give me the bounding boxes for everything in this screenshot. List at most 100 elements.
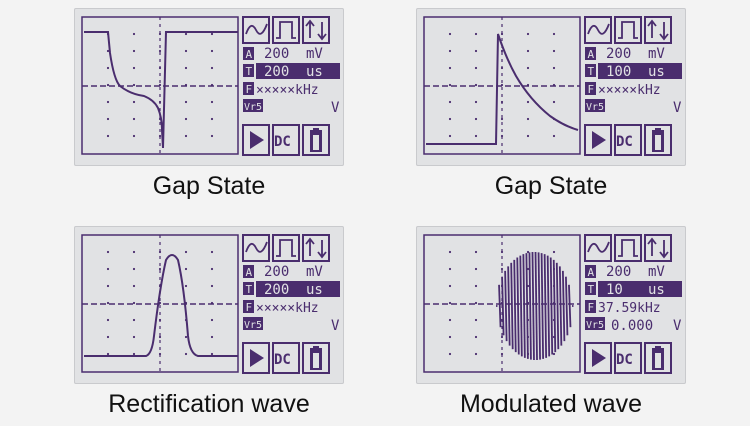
waveform-trace [84,254,238,357]
frequency-readout: ×××××kHz [256,301,319,316]
panel-caption: Modulated wave [459,390,643,418]
sine-icon[interactable] [584,16,612,44]
burst-line [543,254,548,358]
sine-icon[interactable] [242,234,270,262]
volts-value: 200 [264,46,289,62]
coupling-label: DC [274,134,291,150]
square-icon[interactable] [614,234,642,262]
channel-t-badge [243,282,254,295]
channel-f-badge [243,300,254,313]
channel-t-letter: T [588,65,595,78]
volts-value: 200 [264,264,289,280]
square-icon[interactable] [272,234,300,262]
burst-line [516,257,520,355]
coupling-label: DC [616,134,633,150]
trigger-updown-icon[interactable] [302,234,330,262]
lcd-display: A 200 mV T 100 us F ×××××kHz Vr5 V [423,16,682,156]
battery-button[interactable] [302,124,330,156]
play-icon [250,349,264,367]
coupling-button[interactable] [614,124,642,156]
sine-icon[interactable] [242,16,270,44]
vrms-label: Vr5 [244,320,262,331]
channel-t-badge [585,64,596,77]
burst-line [522,254,526,358]
panel-caption: Gap State [152,172,266,200]
burst-line [507,266,511,346]
waveform-trace [84,31,238,149]
square-icon[interactable] [614,16,642,44]
timebase-value: 200 [264,64,289,80]
vrms-value: 0.000 [611,318,653,334]
burst-line [549,257,554,355]
battery-button[interactable] [302,342,330,374]
volts-unit: mV [648,264,665,280]
lcd-display: A 200 mV T 10 us F 37.59kHz Vr5 0.000 V [423,234,682,374]
vrms-badge [243,317,263,330]
burst-line [558,266,563,346]
vrms-label: Vr5 [244,102,262,113]
burst-line [513,259,517,353]
timebase-highlight[interactable] [256,281,340,297]
play-button[interactable] [242,342,270,374]
timebase-highlight[interactable] [598,63,682,79]
play-button[interactable] [242,124,270,156]
sine-icon[interactable] [584,234,612,262]
coupling-label: DC [274,352,291,368]
waveform-grid [424,17,580,154]
burst-line [561,270,566,342]
mode-icons-row [242,16,330,44]
channel-f-letter: F [246,83,253,96]
coupling-button[interactable] [614,342,642,374]
channel-t-badge [585,282,596,295]
burst-line [534,252,538,360]
mode-icons-row [242,234,330,262]
lcd-screen: A 200 mV T 200 us F ×××××kHz Vr5 V [74,226,344,384]
modulated-burst [496,252,574,360]
play-button[interactable] [584,342,612,374]
panel-caption: Rectification wave [108,390,310,418]
channel-t-letter: T [246,65,253,78]
trigger-updown-icon[interactable] [644,234,672,262]
vrms-unit: V [673,100,682,116]
timebase-unit: us [648,64,665,80]
burst-line [510,262,514,350]
play-icon [592,349,606,367]
square-icon[interactable] [272,16,300,44]
mode-icons-row [584,16,672,44]
burst-line [501,276,505,336]
battery-button[interactable] [644,124,672,156]
channel-t-letter: T [588,283,595,296]
burst-line [555,262,560,350]
timebase-highlight[interactable] [256,63,340,79]
lcd-display: A 200 mV T 200 us F ×××××kHz Vr5 V [81,234,340,374]
play-button[interactable] [584,124,612,156]
channel-f-letter: F [588,301,595,314]
waveform-grid [82,235,238,372]
channel-f-letter: F [588,83,595,96]
channel-a-letter: A [588,266,595,279]
timebase-value: 200 [264,282,289,298]
vrms-unit: V [673,318,682,334]
timebase-value: 100 [606,64,631,80]
coupling-label: DC [616,352,633,368]
play-icon [592,131,606,149]
burst-line [519,255,523,357]
panel-caption: Gap State [494,172,608,200]
frequency-readout: ×××××kHz [256,83,319,98]
lcd-screen: A 200 mV T 10 us F 37.59kHz Vr5 0.000 V [416,226,686,384]
battery-button[interactable] [644,342,672,374]
trigger-updown-icon[interactable] [644,16,672,44]
timebase-highlight[interactable] [598,281,682,297]
coupling-button[interactable] [272,124,300,156]
vrms-badge [243,99,263,112]
vrms-unit: V [331,318,340,334]
channel-a-letter: A [588,48,595,61]
vrms-badge [585,99,605,112]
lcd-screen: A 200 mV T 100 us F ×××××kHz Vr5 V [416,8,686,166]
vrms-unit: V [331,100,340,116]
trigger-updown-icon[interactable] [302,16,330,44]
frequency-readout: ×××××kHz [598,83,661,98]
burst-line [498,284,502,328]
burst-line [504,270,508,342]
coupling-button[interactable] [272,342,300,374]
